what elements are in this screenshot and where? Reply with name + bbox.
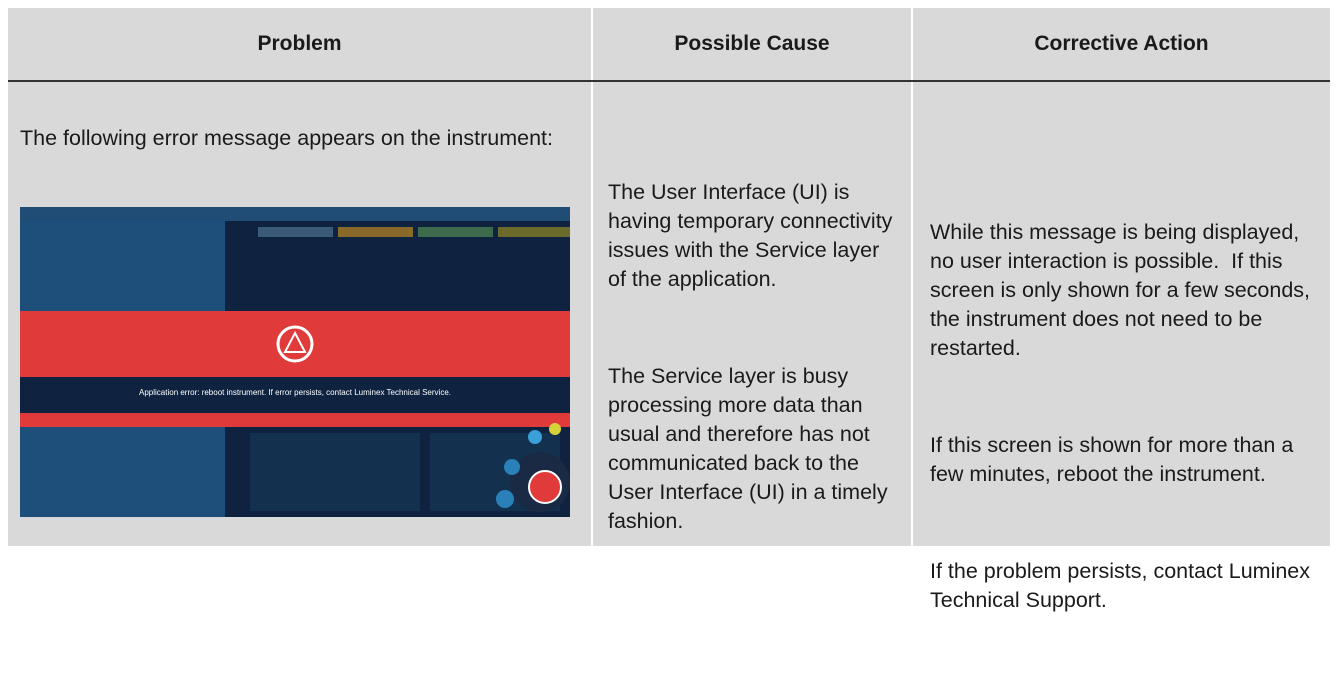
top-bar bbox=[20, 207, 570, 221]
tab bbox=[418, 227, 493, 237]
left-panel-lower bbox=[20, 427, 225, 517]
error-message: Application error: reboot instrument. If… bbox=[139, 388, 451, 397]
header-cell: Corrective Action bbox=[913, 8, 1330, 80]
plot-area bbox=[250, 433, 420, 511]
error-band bbox=[20, 311, 570, 377]
paragraph: The User Interface (UI) is having tempor… bbox=[608, 180, 899, 291]
cause-text: The User Interface (UI) is having tempor… bbox=[608, 120, 898, 604]
header-rule bbox=[8, 80, 1330, 82]
body-cell bbox=[593, 82, 911, 546]
warning-triangle bbox=[283, 330, 307, 353]
action-text: While this message is being displayed, n… bbox=[930, 160, 1315, 683]
paragraph: If this screen is shown for more than a … bbox=[930, 433, 1300, 486]
menu-dot bbox=[504, 459, 520, 475]
error-screenshot: Application error: reboot instrument. If… bbox=[20, 207, 570, 517]
tab bbox=[498, 227, 570, 237]
error-band-lower bbox=[20, 413, 570, 427]
header-cell: Possible Cause bbox=[593, 8, 911, 80]
tab bbox=[258, 227, 333, 237]
header-text: Problem bbox=[257, 32, 342, 55]
paragraph: The Service layer is busy processing mor… bbox=[608, 364, 894, 533]
alert-button bbox=[528, 470, 562, 504]
header-cell: Problem bbox=[8, 8, 591, 80]
menu-dot bbox=[496, 490, 514, 508]
left-panel bbox=[20, 221, 225, 311]
problem-text: The following error message appears on t… bbox=[20, 126, 553, 150]
paragraph: While this message is being displayed, n… bbox=[930, 220, 1317, 360]
page: Problem Possible Cause Corrective Action… bbox=[8, 8, 1330, 612]
body-cell bbox=[913, 82, 1330, 546]
header-text: Possible Cause bbox=[674, 32, 830, 55]
header-text: Corrective Action bbox=[1034, 32, 1209, 55]
menu-dot bbox=[528, 430, 542, 444]
menu-dot bbox=[549, 423, 561, 435]
paragraph: If the problem persists, contact Luminex… bbox=[930, 559, 1316, 612]
warning-icon bbox=[276, 325, 314, 363]
tab bbox=[338, 227, 413, 237]
